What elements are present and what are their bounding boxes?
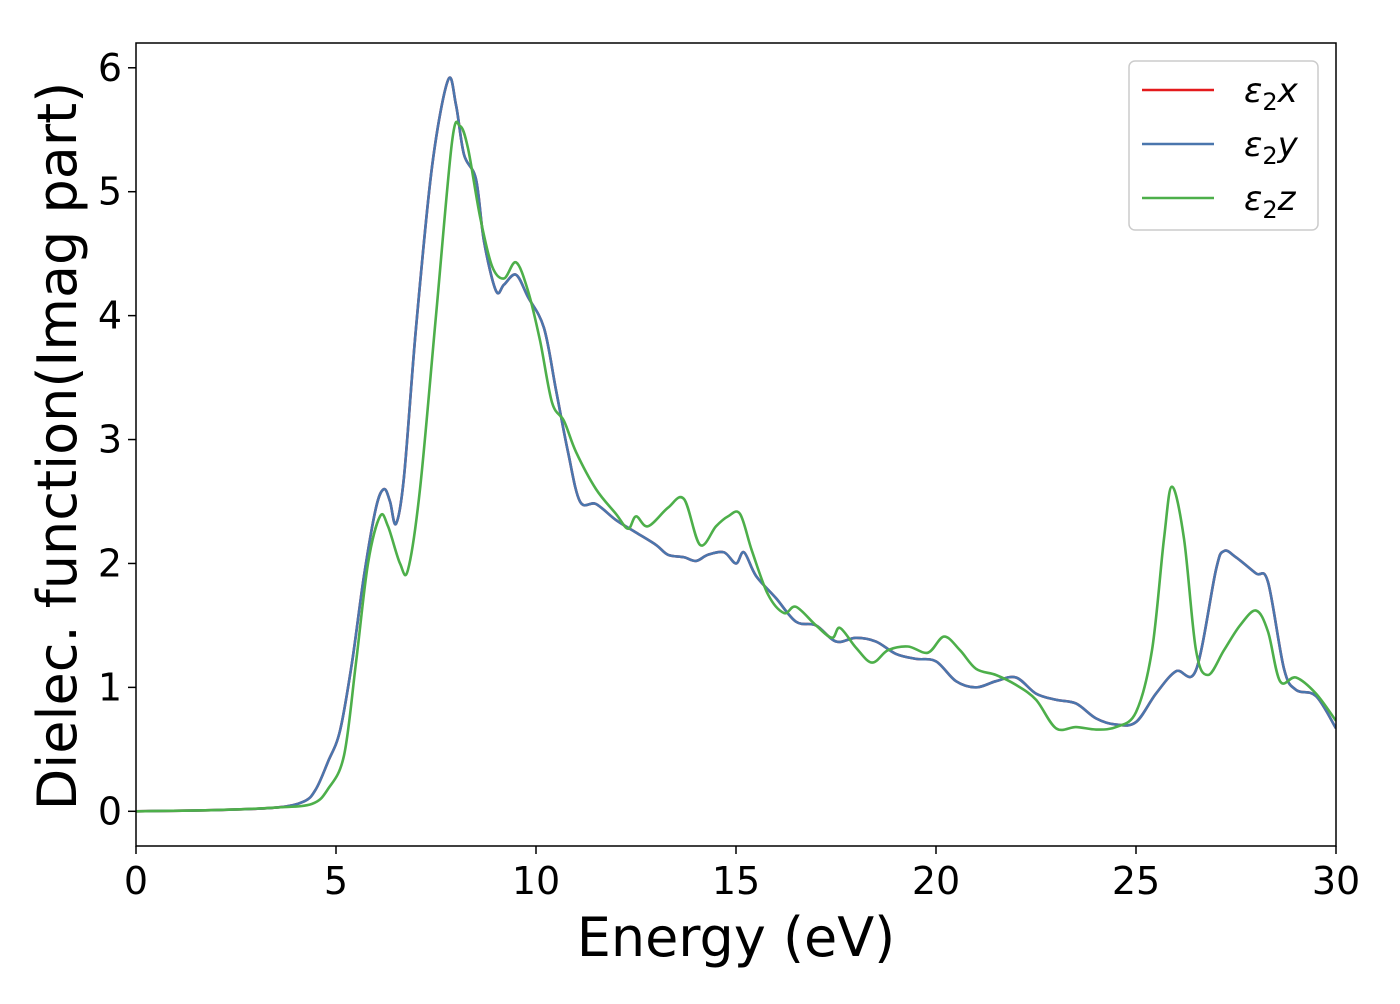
legend-label-tail: x [1277,71,1299,111]
y-tick-label: 6 [98,46,122,90]
x-tick-label: 20 [912,859,960,903]
legend-label-base: ε [1244,125,1262,165]
y-tick-label: 2 [98,541,122,585]
legend-label-y: ε2y [1244,125,1299,170]
x-axis-ticks: 0 5 10 15 20 25 30 [124,846,1360,903]
legend-label-base: ε [1244,71,1262,111]
legend-label-tail: z [1277,179,1297,219]
legend-label-z: ε2z [1244,179,1297,224]
y-tick-label: 0 [98,789,122,833]
legend-label-subscript: 2 [1262,88,1277,116]
x-axis-label: Energy (eV) [577,906,896,969]
series-line-y [136,76,1336,813]
y-tick-label: 1 [98,665,122,709]
y-tick-label: 5 [98,170,122,214]
legend-label-tail: y [1277,125,1299,165]
legend-label-x: ε2x [1244,71,1299,116]
y-axis-ticks: 0 1 2 3 4 5 6 [98,46,136,833]
legend-label-subscript: 2 [1262,196,1277,224]
series-line-z [136,120,1336,813]
x-tick-label: 25 [1112,859,1160,903]
x-tick-label: 0 [124,859,148,903]
x-tick-label: 10 [512,859,560,903]
x-tick-label: 30 [1312,859,1360,903]
legend-box [1128,60,1319,231]
legend-label-base: ε [1244,179,1262,219]
series-layer [136,76,1336,813]
y-axis-label: Dielec. function(Imag part) [26,82,89,811]
y-tick-label: 3 [98,418,122,462]
x-tick-label: 15 [712,859,760,903]
x-tick-label: 5 [324,859,348,903]
legend-label-subscript: 2 [1262,142,1277,170]
y-tick-label: 4 [98,294,122,338]
